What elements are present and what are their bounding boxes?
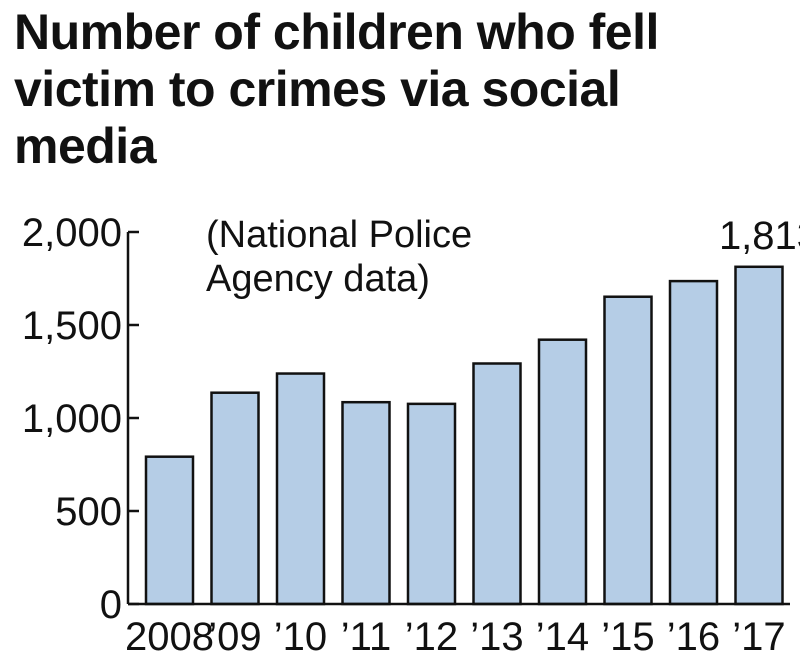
bar: [144, 455, 195, 606]
bar: [472, 362, 522, 606]
x-tick-label: ’15: [601, 615, 654, 659]
bar: [210, 391, 260, 606]
x-tick-label: 2008: [125, 615, 214, 659]
bar: [275, 372, 326, 606]
y-tick-label: 2,000: [22, 211, 122, 255]
bar: [603, 295, 653, 606]
bar: [406, 402, 457, 606]
data-labels: 1,813: [719, 214, 800, 258]
y-tick-label: 500: [55, 490, 122, 534]
x-tick-label: ’10: [274, 615, 327, 659]
x-tick-label: ’09: [208, 615, 261, 659]
chart-title: Number of children who fell victim to cr…: [14, 4, 794, 175]
x-tick-label: ’16: [667, 615, 720, 659]
bar: [537, 338, 588, 606]
x-tick-label: ’14: [536, 615, 589, 659]
y-axis: 0 500 1,000 1,500 2,000: [22, 211, 790, 627]
bar: [668, 279, 719, 606]
chart-title-line-1: Number of children who fell: [14, 4, 659, 60]
bar-value-label: 1,813: [719, 214, 800, 258]
source-note-line-2: Agency data): [206, 258, 430, 300]
x-tick-label: ’11: [341, 615, 391, 659]
x-tick-label: ’12: [405, 615, 458, 659]
y-tick-label: 1,000: [22, 397, 122, 441]
bars-group: [144, 265, 784, 606]
x-tick-label: ’17: [732, 615, 785, 659]
bar: [734, 265, 784, 606]
x-axis-labels: 2008’09 ’10 ’11 ’12 ’13 ’14 ’15 ’16 ’17: [125, 615, 786, 659]
chart-title-line-2: victim to crimes via social: [14, 61, 621, 117]
x-tick-label: ’13: [470, 615, 523, 659]
chart-title-line-3: media: [14, 118, 157, 174]
bar: [341, 400, 391, 606]
y-tick-label: 1,500: [22, 304, 122, 348]
y-tick-label: 0: [100, 583, 122, 627]
source-note-line-1: (National Police: [206, 214, 472, 256]
